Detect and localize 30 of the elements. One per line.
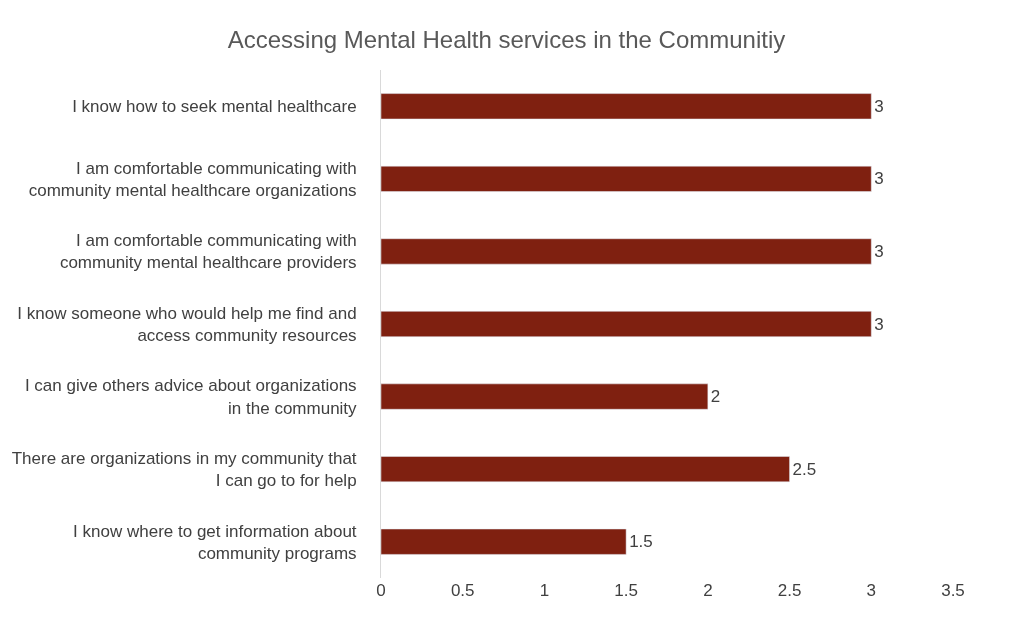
bar	[381, 93, 872, 120]
data-label: 2	[710, 387, 721, 407]
y-tick-label: I know someone who would help me find and access community resources	[17, 303, 357, 345]
y-tick-label: I know how to seek mental healthcare	[72, 97, 357, 117]
bar	[381, 456, 790, 483]
y-tick-label: There are organizations in my community that I can go to for help	[11, 449, 357, 491]
x-tick-label: 0	[376, 581, 386, 600]
y-tick-label: I know where to get information about community programs	[73, 521, 357, 563]
data-label: 1.5	[629, 532, 653, 552]
bar	[381, 238, 872, 265]
x-tick-label: 2.5	[777, 581, 802, 600]
bar	[381, 528, 627, 555]
data-label: 2.5	[792, 459, 817, 479]
data-label: 3	[874, 169, 884, 189]
bar	[381, 165, 872, 192]
x-tick-label: 3	[866, 581, 877, 600]
x-tick-label: 0.5	[450, 581, 475, 600]
data-label: 3	[874, 96, 884, 116]
data-label: 3	[874, 241, 884, 261]
bar	[381, 311, 872, 337]
data-label: 3	[874, 314, 884, 334]
bar	[381, 383, 709, 410]
chart-title: Accessing Mental Health services in the Communitiy	[227, 25, 786, 53]
x-tick-label: 3.5	[941, 581, 965, 600]
y-tick-label: I am comfortable communicating with community mental healthcare organizations	[28, 158, 357, 200]
y-tick-label: I can give others advice about organizations in the community	[24, 376, 358, 418]
x-tick-label: 1.5	[614, 581, 638, 600]
y-tick-label: I am comfortable communicating with community mental healthcare providers	[59, 231, 357, 273]
x-tick-label: 2	[703, 581, 713, 600]
x-tick-label: 1	[539, 581, 550, 600]
